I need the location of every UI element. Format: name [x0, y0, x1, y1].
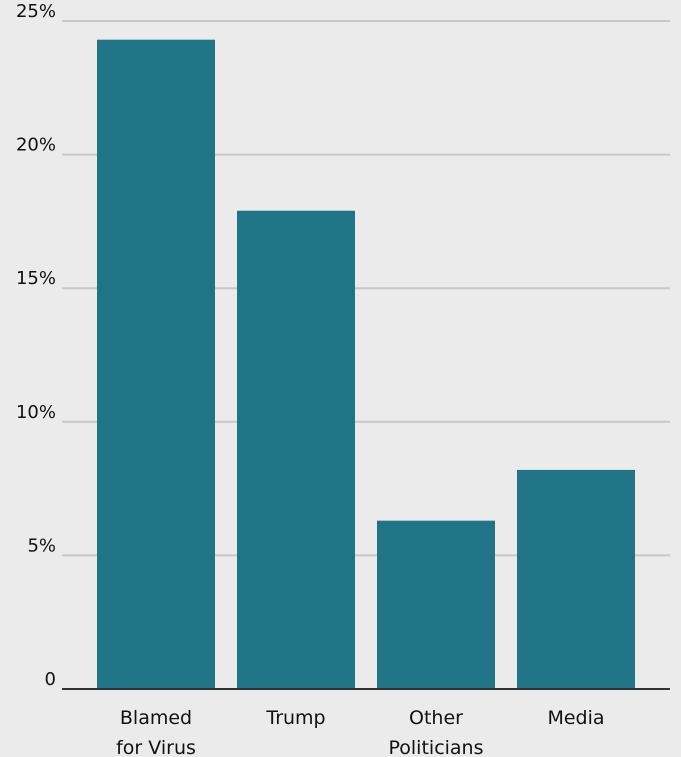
x-tick-label: Politicians	[389, 737, 484, 757]
x-tick-label: for Virus	[116, 737, 196, 757]
x-tick-label: Media	[547, 707, 604, 729]
bar	[237, 210, 355, 689]
y-tick-label: 0	[45, 669, 56, 690]
x-tick-label: Blamed	[120, 707, 192, 729]
x-tick-label: Trump	[265, 707, 325, 729]
y-tick-label: 25%	[16, 1, 56, 22]
x-axis-category-labels: Blamed for Virus Trump Other Politicians Medi…	[116, 707, 604, 757]
y-tick-label: 15%	[16, 268, 56, 289]
y-tick-label: 5%	[27, 535, 56, 556]
x-tick-label: Other	[409, 707, 463, 729]
y-axis-tick-labels: 0 5% 10% 15% 20% 25%	[16, 1, 56, 690]
bar	[377, 520, 495, 689]
bar	[97, 39, 215, 690]
bar	[517, 469, 635, 689]
bars	[97, 39, 635, 690]
y-tick-label: 10%	[16, 402, 56, 423]
y-tick-label: 20%	[16, 135, 56, 156]
